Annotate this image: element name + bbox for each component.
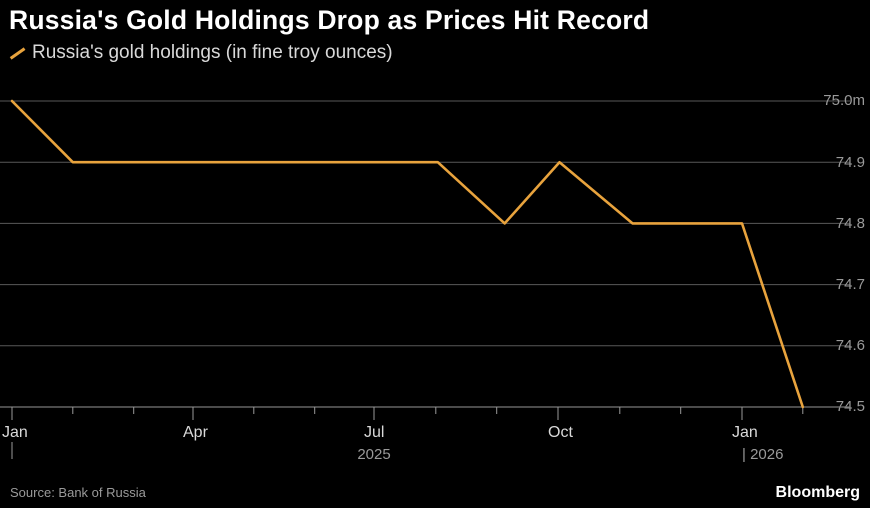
- svg-text:Oct: Oct: [548, 424, 573, 441]
- svg-text:Jul: Jul: [364, 424, 384, 441]
- svg-text:74.9: 74.9: [836, 154, 865, 171]
- svg-text:74.6: 74.6: [836, 337, 865, 354]
- svg-text:2025: 2025: [357, 446, 390, 463]
- svg-text:75.0m: 75.0m: [823, 92, 865, 109]
- svg-text:Jan: Jan: [732, 424, 758, 441]
- svg-text:Apr: Apr: [183, 424, 209, 441]
- svg-text:74.7: 74.7: [836, 276, 865, 293]
- svg-text:| 2026: | 2026: [742, 446, 783, 463]
- svg-text:Jan: Jan: [2, 424, 28, 441]
- svg-text:74.8: 74.8: [836, 215, 865, 232]
